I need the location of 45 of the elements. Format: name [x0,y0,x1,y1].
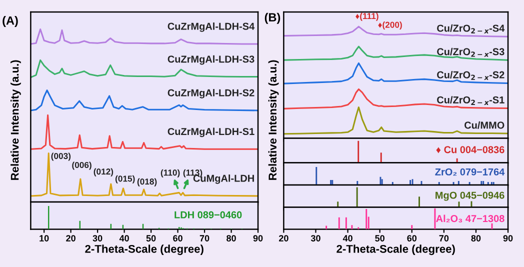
x-tick-label: 60 [173,235,182,242]
y-axis-title: Relative Intensity (a.u.) [268,60,279,180]
x-tick-label: 20 [66,235,76,242]
series-label: Cu/ZrO$_{2−x}$-S2 [437,71,504,80]
series-label: ♦ Cu 004−0836 [436,146,504,154]
x-tick-label: 40 [119,235,129,242]
series-label: Cu/ZrO$_{2−x}$-S3 [437,48,504,57]
x-tick-label: 30 [92,235,102,242]
x-axis-title: 2-Theta-Scale (degree) [85,244,204,256]
series-label: CuZrMgAl-LDH-S3 [168,55,254,65]
x-tick-label: 80 [471,235,481,242]
x-tick-label: 80 [226,235,236,242]
annotation: (003) [51,152,71,161]
series-label: Cu/ZrO$_{2−x}$-S4 [437,24,505,34]
x-tick-label: 90 [253,235,263,242]
series-label: ZrO₂ 079−1764 [435,168,505,176]
annotation: (018) [137,178,157,186]
series-label: Cu/ZrO$_{2−x}$-S1 [437,96,504,105]
annotation: (012) [94,168,114,176]
y-axis-title: Relative Intensity (a.u.) [10,60,21,180]
x-tick-label: 10 [40,235,49,242]
x-tick-label: 50 [375,235,384,242]
annotation: (006) [72,162,92,170]
annotation: ♦(200) [378,22,402,30]
x-tick-label: 90 [503,235,513,242]
series-label: MgO 045−0946 [436,192,504,201]
x-tick-label: 70 [200,235,210,242]
text: (B) [264,12,280,24]
x-tick-label: 60 [407,235,417,242]
annotation: (015) [115,175,135,184]
text: ♦(111) [356,12,378,21]
x-axis-title: 2-Theta-Scale (degree) [336,244,455,256]
series-label: LDH 089−0460 [174,211,242,218]
series-label: CuZrMgAl-LDH-S4 [168,22,255,32]
series-label: Al₂O₃ 47−1308 [436,214,504,222]
x-tick-label: 50 [146,235,156,242]
series-label: Cu/MMO [464,121,504,129]
text: (A) [2,16,18,28]
series-label: CuZrMgAl-LDH-S1 [168,128,254,138]
x-tick-label: 70 [439,235,449,242]
annotation: (110) [160,169,180,178]
x-tick-label: 40 [342,235,352,242]
x-tick-label: 30 [310,235,320,242]
series-label: CuZrMgAl-LDH-S2 [168,89,254,98]
x-tick-label: 20 [278,235,288,242]
